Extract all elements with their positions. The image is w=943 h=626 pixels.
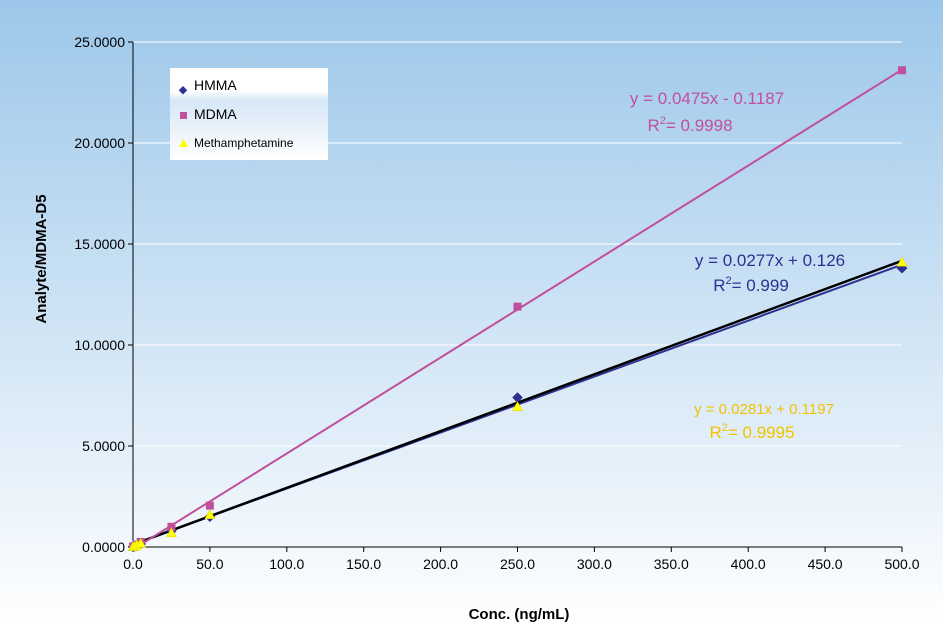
legend-label-hmma: HMMA — [194, 77, 237, 93]
point-mdma — [205, 501, 214, 510]
point-methamphetamine — [135, 537, 147, 548]
legend-item-methamphetamine: Methamphetamine — [179, 136, 294, 150]
x-tick-label: 500.0 — [884, 556, 919, 572]
equation-mdma: y = 0.0475x - 0.1187 R2= 0.9998 — [630, 89, 784, 135]
x-tick-label: 150.0 — [346, 556, 381, 572]
equation-hmma: y = 0.0277x + 0.126 R2= 0.999 — [695, 251, 845, 295]
point-mdma — [513, 302, 522, 311]
r2-hmma-text: R2= 0.999 — [713, 275, 789, 295]
x-tick-label: 0.0 — [123, 556, 143, 572]
equation-methamphetamine: y = 0.0281x + 0.1197 R2= 0.9995 — [694, 401, 834, 442]
x-tick-label: 350.0 — [654, 556, 689, 572]
y-tick-label: 10.0000 — [74, 337, 125, 353]
point-mdma — [898, 66, 906, 75]
r2-mdma-text: R2= 0.9998 — [647, 115, 732, 135]
x-tick-label: 50.0 — [196, 556, 223, 572]
x-tick-label: 300.0 — [577, 556, 612, 572]
data-points — [127, 66, 908, 553]
equation-methamphetamine-text: y = 0.0281x + 0.1197 — [694, 401, 834, 418]
legend-label-methamphetamine: Methamphetamine — [194, 136, 294, 150]
r2-methamphetamine-text: R2= 0.9995 — [709, 422, 794, 442]
x-tick-label: 400.0 — [731, 556, 766, 572]
legend-label-mdma: MDMA — [194, 106, 237, 122]
y-tick-label: 0.0000 — [82, 539, 125, 555]
y-tick-label: 25.0000 — [74, 34, 125, 50]
point-methamphetamine — [166, 527, 177, 538]
legend-square-marker — [180, 112, 187, 119]
y-tick-label: 15.0000 — [74, 236, 125, 252]
y-tick-label: 20.0000 — [74, 135, 125, 151]
point-mdma — [167, 522, 176, 531]
x-axis-title: Conc. (ng/mL) — [469, 606, 570, 623]
legend-item-mdma: MDMA — [180, 106, 237, 122]
y-tick-labels: 0.0000 5.0000 10.0000 15.0000 20.0000 25.0000 — [74, 34, 125, 555]
legend: HMMA MDMA Methamphetamine — [170, 68, 328, 160]
point-methamphetamine — [204, 509, 216, 519]
y-axis-title: Analyte/MDMA-D5 — [33, 194, 50, 323]
equation-hmma-text: y = 0.0277x + 0.126 — [695, 251, 845, 270]
equation-mdma-text: y = 0.0475x - 0.1187 — [630, 89, 784, 108]
point-methamphetamine — [896, 256, 908, 267]
legend-box — [170, 68, 328, 160]
x-tick-label: 200.0 — [423, 556, 458, 572]
x-tick-labels: 0.0 50.0 100.0 150.0 200.0 250.0 300.0 350.0 400… — [123, 556, 919, 572]
x-tick-label: 250.0 — [500, 556, 535, 572]
y-tick-label: 5.0000 — [82, 438, 125, 454]
point-methamphetamine — [512, 401, 523, 411]
x-tick-label: 450.0 — [808, 556, 843, 572]
x-tick-label: 100.0 — [269, 556, 304, 572]
legend-triangle-marker — [179, 139, 188, 147]
